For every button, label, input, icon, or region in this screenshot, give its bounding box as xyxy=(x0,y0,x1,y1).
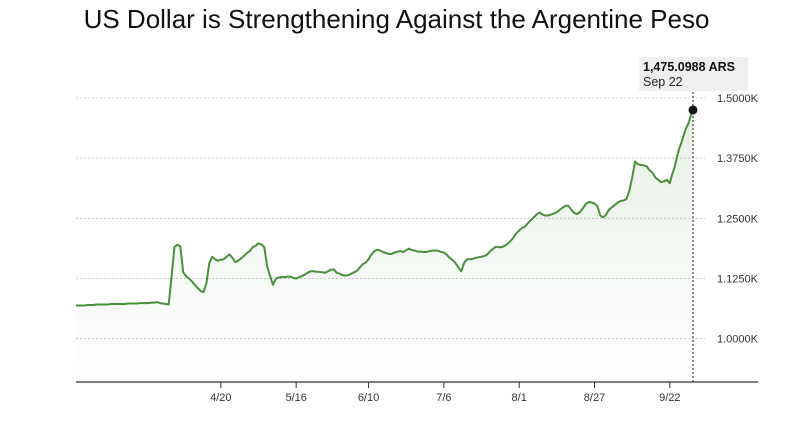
x-tick-label: 8/1 xyxy=(512,392,527,404)
tooltip: 1,475.0988 ARS Sep 22 xyxy=(639,57,748,91)
x-axis-ticks: 4/20 5/16 6/10 7/6 8/1 8/27 9/22 xyxy=(210,382,681,404)
tooltip-date: Sep 22 xyxy=(643,75,683,89)
x-tick-label: 8/27 xyxy=(584,392,605,404)
y-tick-label: 1.1250K xyxy=(717,274,759,286)
y-axis-labels: 1.5000K 1.3750K 1.2500K 1.1250K 1.0000K xyxy=(717,93,759,346)
chart-title: US Dollar is Strengthening Against the A… xyxy=(83,4,710,34)
x-tick-label: 7/6 xyxy=(436,392,451,404)
tooltip-value: 1,475.0988 ARS xyxy=(643,60,735,74)
y-tick-label: 1.2500K xyxy=(717,213,759,225)
y-tick-label: 1.3750K xyxy=(717,153,759,165)
x-tick-label: 6/10 xyxy=(358,392,379,404)
area-fill xyxy=(76,110,693,382)
tooltip-box xyxy=(639,57,748,91)
y-tick-label: 1.5000K xyxy=(717,93,759,105)
x-tick-label: 4/20 xyxy=(210,392,231,404)
x-tick-label: 9/22 xyxy=(659,392,680,404)
y-tick-label: 1.0000K xyxy=(717,334,759,346)
last-data-point[interactable] xyxy=(688,105,698,115)
x-tick-label: 5/16 xyxy=(285,392,306,404)
series-line xyxy=(76,109,694,307)
